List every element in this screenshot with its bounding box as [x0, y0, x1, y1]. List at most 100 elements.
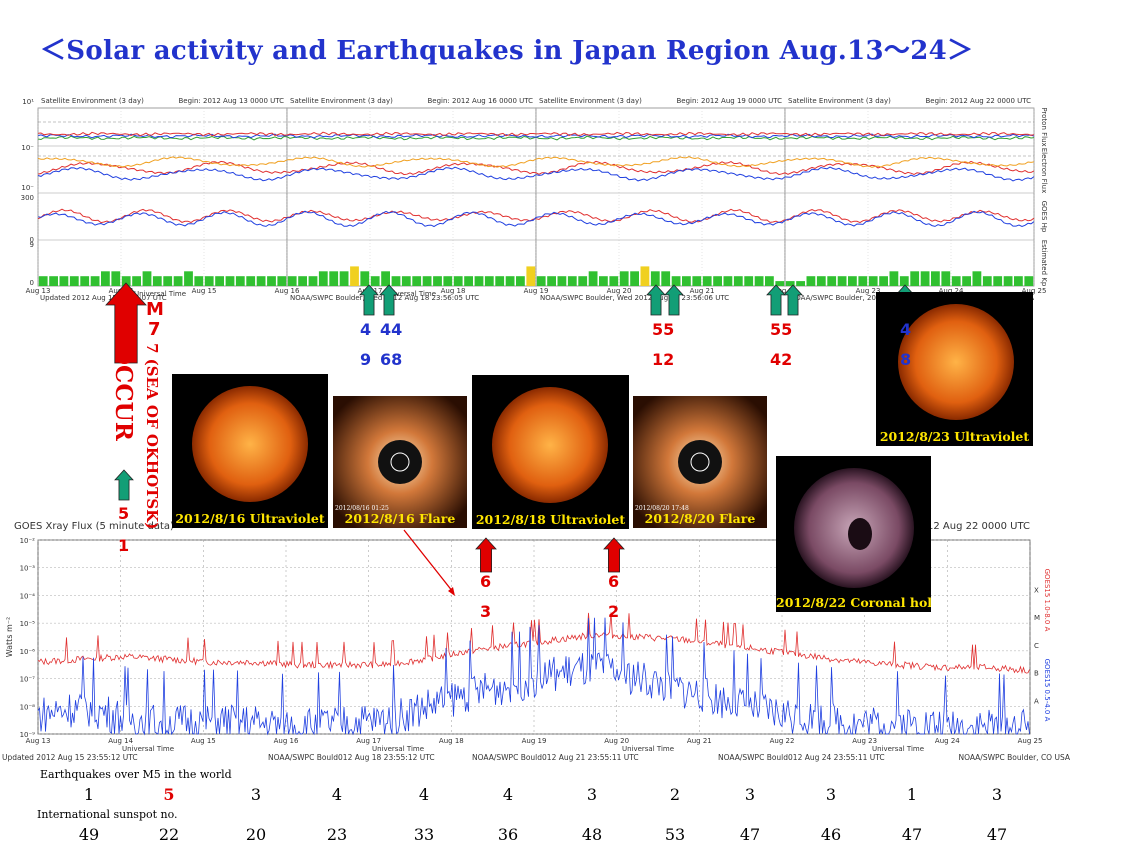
- kp-bar: [246, 276, 256, 286]
- kp-bar: [360, 271, 370, 286]
- flare-image-0820: 2012/08/20 17:48 2012/8/20 Flare: [633, 396, 767, 528]
- kp-bar: [121, 276, 131, 286]
- kp-bar: [931, 271, 940, 286]
- x-axis-label: Universal Time: [622, 745, 674, 753]
- kp-bar: [661, 271, 671, 286]
- x-tick-label: Aug 17: [356, 737, 381, 745]
- red-mid-label-b: 3: [480, 602, 492, 621]
- panel-header-right: Begin: 2012 Aug 16 0000 UTC: [428, 97, 534, 105]
- green-label-top: 4: [900, 320, 912, 339]
- pointer-line: [403, 529, 454, 593]
- kp-bar: [318, 271, 328, 286]
- x-tick-label: Aug 23: [852, 737, 877, 745]
- kp-bar: [505, 276, 515, 286]
- kp-bar: [640, 266, 650, 286]
- kp-bar: [184, 271, 193, 286]
- kp-bar: [630, 271, 639, 286]
- kp-bar: [464, 276, 473, 286]
- x-axis-label: Universal Time: [384, 290, 436, 298]
- kp-bar: [941, 271, 951, 286]
- m51-digit-b: 1: [118, 536, 130, 555]
- y-tick-label: 9: [30, 241, 34, 249]
- panel-footer: Updated 2012 Aug 15 23:56:07 UTC: [40, 294, 167, 302]
- sunspot-number-cell: 47: [739, 825, 761, 844]
- y-tick-label: 10⁻³: [20, 565, 36, 573]
- kp-bar: [38, 276, 48, 286]
- kp-bar: [806, 276, 816, 286]
- kp-bar: [526, 266, 536, 286]
- earthquake-count-cell: 3: [586, 785, 598, 804]
- earthquake-count-cell: 2: [669, 785, 681, 804]
- m77-letter-m: M: [146, 299, 164, 320]
- sea-of-okhotsk-label: 7 (SEA OF OKHOTSK): [143, 343, 161, 530]
- sunspot-number-cell: 46: [820, 825, 842, 844]
- sun-disk: [898, 304, 1014, 420]
- green-label-bot: 68: [380, 350, 403, 369]
- side-label: Proton Flux: [1040, 107, 1048, 146]
- kp-bar: [370, 276, 380, 286]
- uv-image-0818: 2012/8/18 Ultraviolet: [472, 375, 629, 529]
- kp-bar: [453, 276, 463, 286]
- kp-bar: [567, 276, 577, 286]
- kp-bar: [775, 281, 785, 286]
- kp-bar: [837, 276, 847, 286]
- y-tick-label: 10⁻²: [20, 537, 36, 545]
- panel-footer: NOAA/SWPC Boulder, 2012 Aug 24 23:56:07 …: [790, 294, 962, 302]
- earthquake-count-cell: 4: [502, 785, 514, 804]
- panel-footer: NOAA/SWPC Boulder, Wed 2012 Aug 21 23:56…: [540, 294, 729, 302]
- x-tick-label: Aug 20: [604, 737, 629, 745]
- x-axis-label: Universal Time: [134, 290, 186, 298]
- kp-bar: [578, 276, 588, 286]
- kp-bar: [972, 271, 982, 286]
- image-caption: 2012/8/23 Ultraviolet: [879, 429, 1030, 444]
- xray-footer: NOAA/SWPC Bould012 Aug 24 23:55:11 UTC: [718, 753, 885, 762]
- image-caption: 2012/8/16 Flare: [344, 511, 456, 526]
- kp-bar: [879, 276, 888, 286]
- x-tick-label: Aug 23: [856, 287, 881, 295]
- pointer-arrowhead: [448, 587, 455, 596]
- kp-bar: [235, 276, 245, 286]
- series-legend-label: GOES15 0.5-4.0 A: [1043, 659, 1051, 722]
- flare-class-label: A: [1034, 697, 1039, 705]
- xray-header-right: Begin: 2012 Aug 22 0000 UTC: [879, 521, 1030, 532]
- y-tick-label: 10⁻⁶: [20, 648, 36, 656]
- kp-bar: [142, 271, 152, 286]
- red-arrow: [603, 537, 625, 573]
- red-mid-label-a: 6: [480, 572, 492, 591]
- x-tick-label: Aug 20: [607, 287, 632, 295]
- kp-bar: [702, 276, 712, 286]
- sun-disk: [192, 386, 308, 502]
- kp-bar: [111, 271, 121, 286]
- x-tick-label: Aug 16: [275, 287, 300, 295]
- earthquake-count-cell: 4: [331, 785, 343, 804]
- green-label-top: 4: [360, 320, 372, 339]
- kp-bar: [391, 276, 401, 286]
- kp-bar: [401, 276, 411, 286]
- kp-bar: [495, 276, 505, 286]
- y-tick-label: 10⁻⁷: [20, 676, 36, 684]
- x-tick-label: Aug 13: [26, 737, 51, 745]
- kp-bar: [350, 266, 359, 286]
- kp-bar: [765, 276, 774, 286]
- green-label-top: 55: [652, 320, 675, 339]
- kp-bar: [993, 276, 1003, 286]
- x-tick-label: Aug 22: [773, 287, 798, 295]
- green-arrow: [664, 284, 684, 316]
- m77-digit: 7: [148, 319, 161, 340]
- kp-bar: [339, 271, 349, 286]
- x-tick-label: Aug 19: [522, 737, 547, 745]
- x-axis-label: Universal Time: [872, 745, 924, 753]
- panel-header-left: Satellite Environment (3 day): [41, 97, 144, 105]
- xray-footer: NOAA/SWPC Boulder, CO USA: [958, 753, 1070, 762]
- kp-bar: [173, 276, 183, 286]
- coronal-hole: [848, 518, 872, 550]
- red-mid-label-b: 2: [608, 602, 620, 621]
- side-label: Electron Flux: [1040, 148, 1048, 194]
- kp-bar: [443, 276, 453, 286]
- kp-bar: [713, 276, 722, 286]
- x-tick-label: Aug 14: [108, 737, 133, 745]
- kp-bar: [215, 276, 224, 286]
- sunspot-number-cell: 22: [158, 825, 180, 844]
- kp-bar: [650, 271, 660, 286]
- y-tick-label: 10⁻⁸: [20, 703, 36, 711]
